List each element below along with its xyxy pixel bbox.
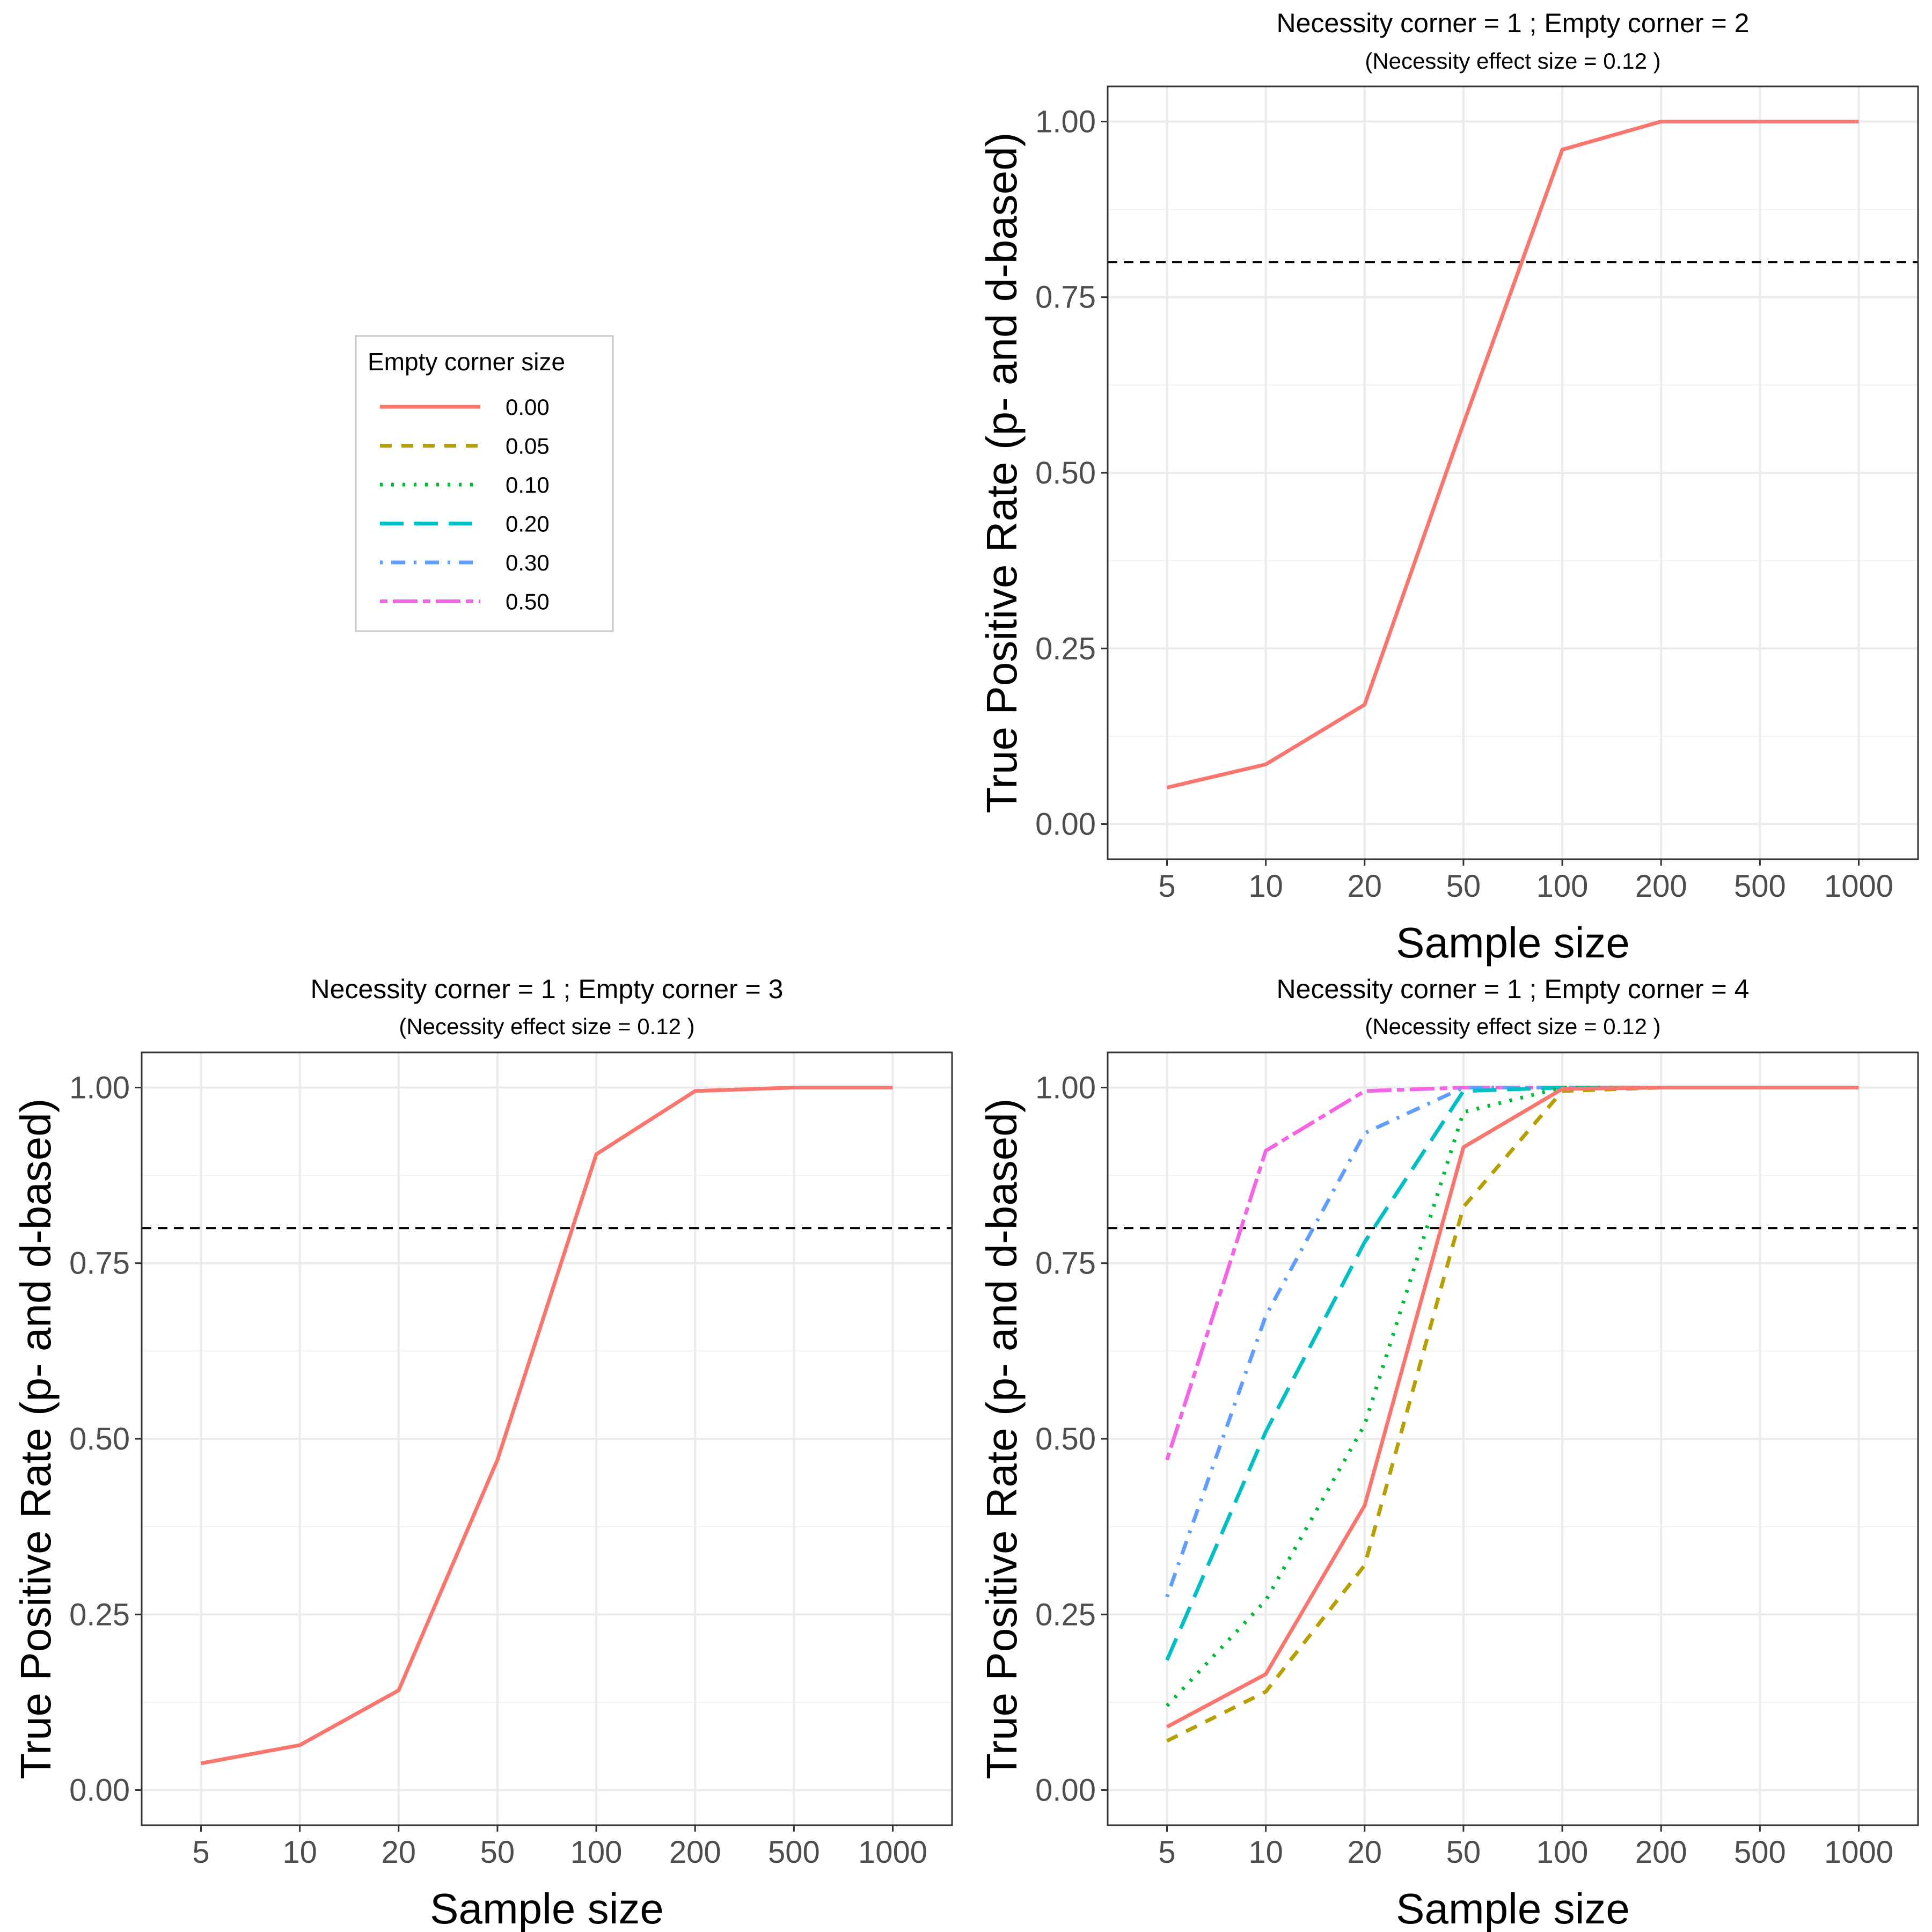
panel-subtitle: (Necessity effect size = 0.12 ) — [399, 1014, 694, 1039]
x-tick-label: 5 — [1158, 869, 1175, 904]
y-tick-label: 0.75 — [69, 1246, 130, 1281]
legend-title: Empty corner size — [368, 348, 565, 376]
y-tick-label: 1.00 — [69, 1070, 130, 1105]
y-axis-label: True Positive Rate (p- and d-based) — [12, 1099, 60, 1780]
legend-label-0.10: 0.10 — [506, 472, 550, 497]
x-tick-label: 5 — [192, 1835, 209, 1870]
legend-label-0.05: 0.05 — [506, 434, 550, 459]
x-tick-label: 10 — [1248, 869, 1283, 904]
x-axis-label: Sample size — [1396, 1885, 1630, 1932]
x-tick-label: 10 — [1248, 1835, 1283, 1870]
panel-subtitle: (Necessity effect size = 0.12 ) — [1365, 48, 1660, 74]
x-tick-label: 1000 — [858, 1835, 927, 1870]
legend-label-0.50: 0.50 — [506, 589, 550, 614]
panel-title: Necessity corner = 1 ; Empty corner = 4 — [1277, 974, 1750, 1004]
x-tick-label: 100 — [1536, 1835, 1589, 1870]
x-tick-label: 20 — [382, 1835, 416, 1870]
legend-label-0.20: 0.20 — [506, 511, 550, 537]
panel-empty-corner-3: Necessity corner = 1 ; Empty corner = 3 (… — [12, 974, 953, 1932]
y-tick-label: 0.25 — [1035, 631, 1096, 666]
x-tick-label: 200 — [669, 1835, 721, 1870]
legend-items: 0.00 0.05 0.10 0.20 0.30 0.50 — [380, 394, 550, 614]
panel-border — [1107, 85, 1919, 860]
y-tick-label: 1.00 — [1035, 104, 1096, 139]
y-axis-label: True Positive Rate (p- and d-based) — [978, 1099, 1026, 1780]
x-axis-label: Sample size — [430, 1885, 664, 1932]
x-tick-label: 20 — [1348, 1835, 1382, 1870]
panel-title: Necessity corner = 1 ; Empty corner = 3 — [311, 974, 784, 1004]
y-tick-label: 0.00 — [1035, 807, 1096, 842]
panel-border — [141, 1051, 953, 1826]
x-axis-label: Sample size — [1396, 919, 1630, 967]
x-tick-label: 500 — [1734, 1835, 1786, 1870]
y-tick-label: 1.00 — [1035, 1070, 1096, 1105]
x-tick-label: 500 — [768, 1835, 820, 1870]
x-tick-label: 50 — [1446, 869, 1481, 904]
y-tick-label: 0.50 — [1035, 456, 1096, 491]
series-line-0.20 — [1165, 1086, 1859, 1661]
panel-title: Necessity corner = 1 ; Empty corner = 2 — [1277, 8, 1750, 38]
y-tick-label: 0.75 — [1035, 1246, 1096, 1281]
y-tick-label: 0.00 — [69, 1773, 130, 1808]
x-tick-label: 50 — [1446, 1835, 1481, 1870]
x-tick-label: 1000 — [1824, 1835, 1893, 1870]
x-tick-label: 10 — [282, 1835, 317, 1870]
x-tick-label: 500 — [1734, 869, 1786, 904]
y-tick-label: 0.00 — [1035, 1773, 1096, 1808]
y-tick-label: 0.50 — [1035, 1422, 1096, 1457]
x-tick-label: 100 — [570, 1835, 623, 1870]
series-line-0.00 — [1166, 120, 1859, 789]
panel-empty-corner-2: Necessity corner = 1 ; Empty corner = 2 (… — [978, 8, 1919, 967]
y-tick-label: 0.50 — [69, 1422, 130, 1457]
x-tick-label: 200 — [1635, 869, 1687, 904]
series-line-0.00 — [1166, 1086, 1859, 1729]
x-tick-label: 50 — [480, 1835, 515, 1870]
y-axis-label: True Positive Rate (p- and d-based) — [978, 133, 1026, 814]
legend-box — [355, 335, 614, 632]
legend-label-0.30: 0.30 — [506, 550, 550, 575]
x-tick-label: 100 — [1536, 869, 1589, 904]
panel-border — [1107, 1051, 1919, 1826]
panel-subtitle: (Necessity effect size = 0.12 ) — [1365, 1014, 1660, 1039]
series-line-0.00 — [200, 1086, 893, 1766]
panel-empty-corner-4: Necessity corner = 1 ; Empty corner = 4 (… — [978, 974, 1919, 1932]
y-tick-label: 0.25 — [69, 1597, 130, 1632]
x-tick-label: 200 — [1635, 1835, 1687, 1870]
x-tick-label: 20 — [1348, 869, 1382, 904]
y-tick-label: 0.75 — [1035, 280, 1096, 315]
x-tick-label: 1000 — [1824, 869, 1893, 904]
legend-label-0.00: 0.00 — [506, 394, 550, 420]
y-tick-label: 0.25 — [1035, 1597, 1096, 1632]
legend: Empty corner size 0.000.050.100.200.300.… — [355, 335, 614, 632]
x-tick-label: 5 — [1158, 1835, 1175, 1870]
